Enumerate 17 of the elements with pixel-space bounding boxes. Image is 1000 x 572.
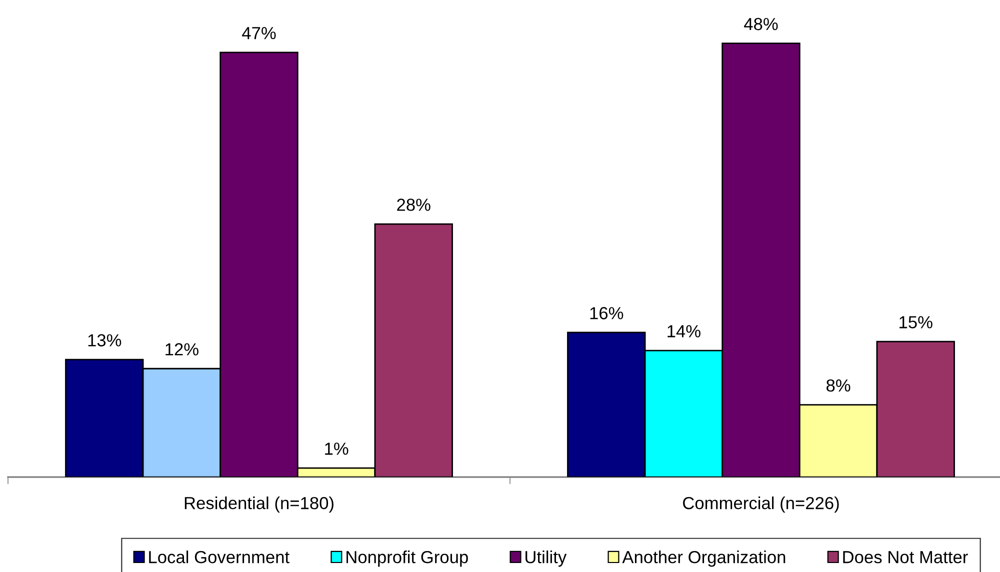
data-label: 14%	[668, 325, 700, 338]
legend-label: Utility	[526, 550, 567, 567]
data-label: 12%	[166, 343, 198, 356]
legend-label: Nonprofit Group	[346, 550, 468, 567]
legend-label: Local Government	[149, 550, 290, 564]
data-label: 48%	[744, 18, 778, 30]
data-label: 13%	[88, 334, 122, 346]
x-tick-label: Commercial (n=226)	[683, 496, 839, 513]
data-label: 1%	[325, 442, 348, 455]
data-label: 15%	[900, 316, 932, 328]
x-tick-label: Residential (n=180)	[184, 496, 334, 513]
data-label: 28%	[397, 198, 430, 211]
legend-label: Another Organization	[622, 550, 786, 567]
data-label: 8%	[826, 379, 850, 392]
data-label: 47%	[242, 27, 276, 40]
data-label: 16%	[590, 307, 624, 320]
legend-label: Does Not Matter	[843, 551, 968, 564]
